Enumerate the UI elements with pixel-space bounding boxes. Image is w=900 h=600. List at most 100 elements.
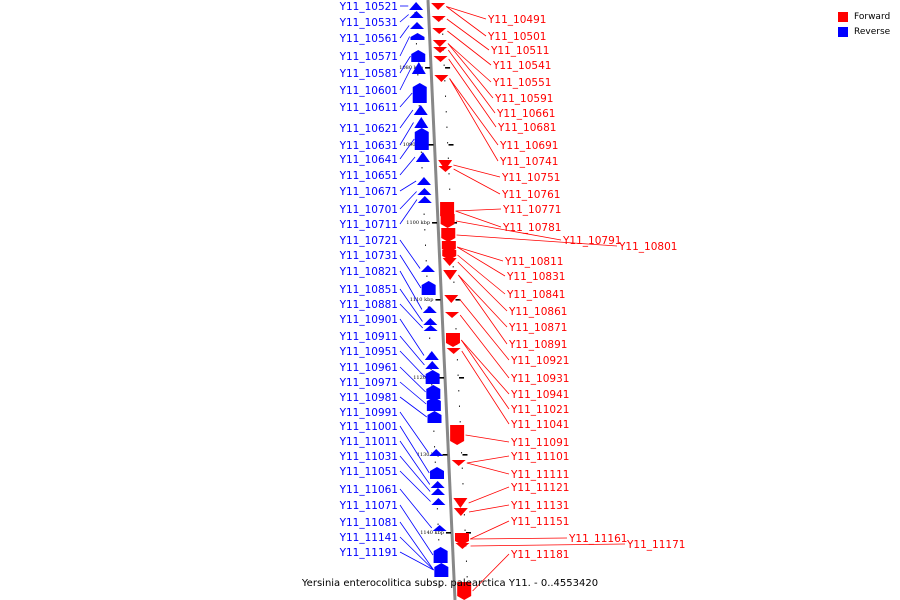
reverse-gene-arrow <box>414 128 429 150</box>
axis-dot <box>463 514 465 516</box>
axis-dot <box>436 508 438 510</box>
tick-mark <box>445 67 451 69</box>
forward-leader-line <box>458 274 508 345</box>
reverse-gene-arrow <box>420 265 435 272</box>
reverse-gene-label: Y11_10531 <box>339 17 398 29</box>
reverse-gene-arrow <box>423 318 438 325</box>
reverse-leader-line <box>399 270 423 310</box>
forward-gene-label: Y11_11161 <box>568 533 627 545</box>
genome-axis-line <box>426 0 457 600</box>
reverse-leader-line <box>399 109 414 129</box>
forward-gene-label: Y11_10501 <box>487 31 546 43</box>
reverse-leader-line <box>399 488 433 529</box>
reverse-leader-line <box>399 335 425 366</box>
forward-leader-line <box>446 6 487 37</box>
reverse-gene-arrow <box>409 2 424 10</box>
forward-gene-label: Y11_11151 <box>510 516 569 528</box>
forward-gene-arrow <box>441 228 456 242</box>
forward-gene-label: Y11_10491 <box>487 14 546 26</box>
reverse-gene-label: Y11_10601 <box>339 85 398 97</box>
forward-leader-line <box>457 261 508 312</box>
reverse-gene-arrow <box>417 188 432 195</box>
reverse-leader-line <box>399 381 427 405</box>
forward-gene-label: Y11_11171 <box>626 539 685 551</box>
forward-gene-label: Y11_11121 <box>510 482 569 494</box>
axis-dot <box>456 359 458 361</box>
axis-dot <box>453 281 455 283</box>
axis-dot <box>418 105 420 107</box>
reverse-gene-arrow <box>429 449 444 456</box>
reverse-leader-line <box>399 55 411 74</box>
axis-dot <box>423 213 425 215</box>
forward-gene-label: Y11_10831 <box>506 271 565 283</box>
axis-dot <box>461 452 463 454</box>
axis-dot <box>449 188 451 190</box>
reverse-swatch <box>838 26 848 37</box>
reverse-gene-label: Y11_10731 <box>339 250 398 262</box>
axis-dot <box>447 157 449 159</box>
forward-gene-label: Y11_11101 <box>510 451 569 463</box>
reverse-gene-arrow <box>422 306 437 313</box>
reverse-gene-arrow <box>416 177 431 185</box>
reverse-leader-line <box>399 521 434 571</box>
forward-gene-label: Y11_11091 <box>510 437 569 449</box>
axis-dot <box>443 64 445 66</box>
reverse-gene-label: Y11_10821 <box>339 266 398 278</box>
axis-dot <box>442 33 444 35</box>
reverse-gene-label: Y11_10951 <box>339 346 398 358</box>
axis-dot <box>438 539 440 541</box>
tick-label: 1120 kbp <box>413 375 437 381</box>
axis-dot <box>461 467 463 469</box>
axis-dot <box>434 446 436 448</box>
forward-leader-line <box>460 339 510 410</box>
axis-dot <box>425 260 427 262</box>
reverse-leader-line <box>399 254 422 289</box>
reverse-leader-line <box>399 156 416 176</box>
axis-dot <box>440 585 442 587</box>
reverse-gene-arrow <box>414 117 429 128</box>
reverse-gene-arrow <box>430 488 445 495</box>
forward-gene-label: Y11_10541 <box>492 60 551 72</box>
axis-dot <box>455 328 457 330</box>
forward-gene-label: Y11_10871 <box>508 322 567 334</box>
reverse-leader-line <box>399 288 423 322</box>
forward-leader-line <box>468 486 510 504</box>
reverse-leader-line <box>399 25 410 39</box>
axis-dot <box>459 421 461 423</box>
tick-label: 1080 kbp <box>399 65 423 71</box>
reverse-leader-line <box>399 425 430 474</box>
reverse-gene-arrow <box>411 62 426 74</box>
forward-gene-arrow <box>457 582 472 600</box>
tick-mark <box>432 222 438 224</box>
forward-leader-line <box>447 43 494 99</box>
axis-dot <box>429 337 431 339</box>
axis-dot <box>457 374 459 376</box>
forward-leader-line <box>456 246 506 277</box>
forward-leader-line <box>470 520 510 540</box>
forward-leader-line <box>448 58 497 128</box>
forward-gene-arrow <box>432 28 447 34</box>
axis-dot <box>465 560 467 562</box>
forward-leader-line <box>455 210 502 228</box>
reverse-leader-line <box>399 303 424 329</box>
forward-gene-arrow <box>445 312 460 318</box>
forward-gene-arrow <box>454 533 469 545</box>
forward-leader-line <box>456 234 618 247</box>
forward-gene-label: Y11_10941 <box>510 389 569 401</box>
forward-gene-arrow <box>433 56 448 62</box>
forward-leader-line <box>466 455 510 464</box>
axis-dot <box>420 151 422 153</box>
forward-gene-label: Y11_10781 <box>502 222 561 234</box>
legend-reverse-label: Reverse <box>854 26 891 37</box>
reverse-gene-label: Y11_11141 <box>339 532 398 544</box>
forward-leader-line <box>446 6 487 20</box>
reverse-gene-label: Y11_10631 <box>339 140 398 152</box>
tick-mark <box>439 377 445 379</box>
reverse-gene-label: Y11_10911 <box>339 331 398 343</box>
forward-gene-arrow <box>431 16 446 22</box>
tick-label: 1130 kbp <box>417 452 441 458</box>
reverse-gene-label: Y11_10651 <box>339 170 398 182</box>
forward-gene-label: Y11_10931 <box>510 373 569 385</box>
reverse-leader-line <box>399 470 431 502</box>
reverse-gene-arrow <box>426 397 441 411</box>
